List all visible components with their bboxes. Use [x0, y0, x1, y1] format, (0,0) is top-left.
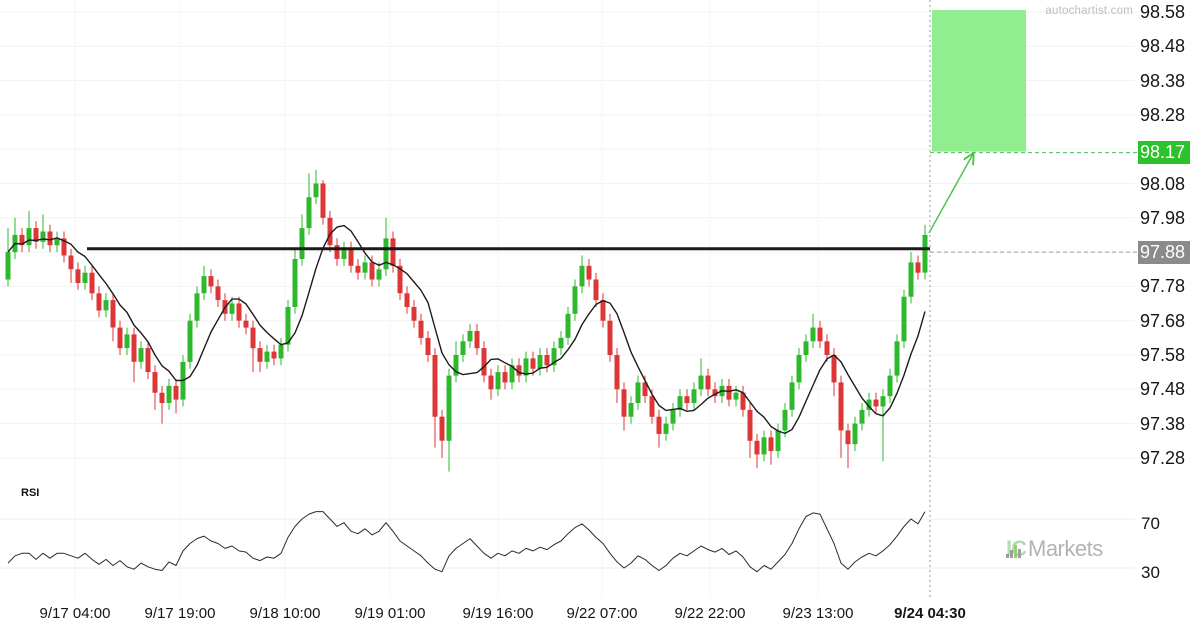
- time-gridlines: [74, 0, 819, 598]
- price-axis-label: 98.58: [1140, 2, 1186, 22]
- time-axis-label: 9/23 13:00: [782, 605, 854, 622]
- rsi-level-label: 70: [1141, 514, 1160, 533]
- price-axis-label: 98.48: [1140, 36, 1186, 56]
- price-axis-label: 97.78: [1140, 276, 1186, 296]
- target-price-badge: 98.17: [1138, 141, 1190, 164]
- autochartist-watermark: autochartist.com: [1045, 5, 1133, 17]
- price-axis-label: 98.28: [1140, 105, 1186, 125]
- price-axis-label: 97.38: [1140, 414, 1186, 434]
- time-axis-label: 9/22 22:00: [674, 605, 746, 622]
- icmarkets-logo: IC Markets: [1006, 536, 1103, 562]
- forecast-arrow: [928, 154, 973, 234]
- rsi-gridlines: [0, 518, 1135, 569]
- price-axis-label: 97.48: [1140, 379, 1186, 399]
- time-axis-label: 9/17 19:00: [144, 605, 216, 622]
- time-axis-label: 9/24 04:30: [894, 605, 966, 622]
- rsi-line: [7, 511, 926, 573]
- time-axis-label: 9/18 10:00: [249, 605, 321, 622]
- rsi-panel-label: RSI: [21, 487, 40, 499]
- time-axis-label: 9/19 16:00: [462, 605, 534, 622]
- forecast-target-box: [932, 10, 1026, 152]
- candles-layer: [5, 169, 928, 472]
- time-axis-label: 9/17 04:00: [39, 605, 111, 622]
- icmarkets-markets-text: Markets: [1028, 536, 1103, 561]
- time-axis-label: 9/19 01:00: [354, 605, 426, 622]
- time-axis-label: 9/22 07:00: [566, 605, 638, 622]
- price-axis-label: 97.68: [1140, 311, 1186, 331]
- moving-average-line: [7, 224, 926, 435]
- rsi-level-label: 30: [1141, 563, 1160, 582]
- icmarkets-bars-icon: [1006, 545, 1021, 558]
- price-axis-label: 97.58: [1140, 345, 1186, 365]
- current-price-badge: 97.88: [1138, 241, 1190, 264]
- price-axis-label: 97.28: [1140, 448, 1186, 468]
- price-axis-label: 98.08: [1140, 174, 1186, 194]
- price-axis-label: 98.38: [1140, 71, 1186, 91]
- price-axis-label: 97.98: [1140, 208, 1186, 228]
